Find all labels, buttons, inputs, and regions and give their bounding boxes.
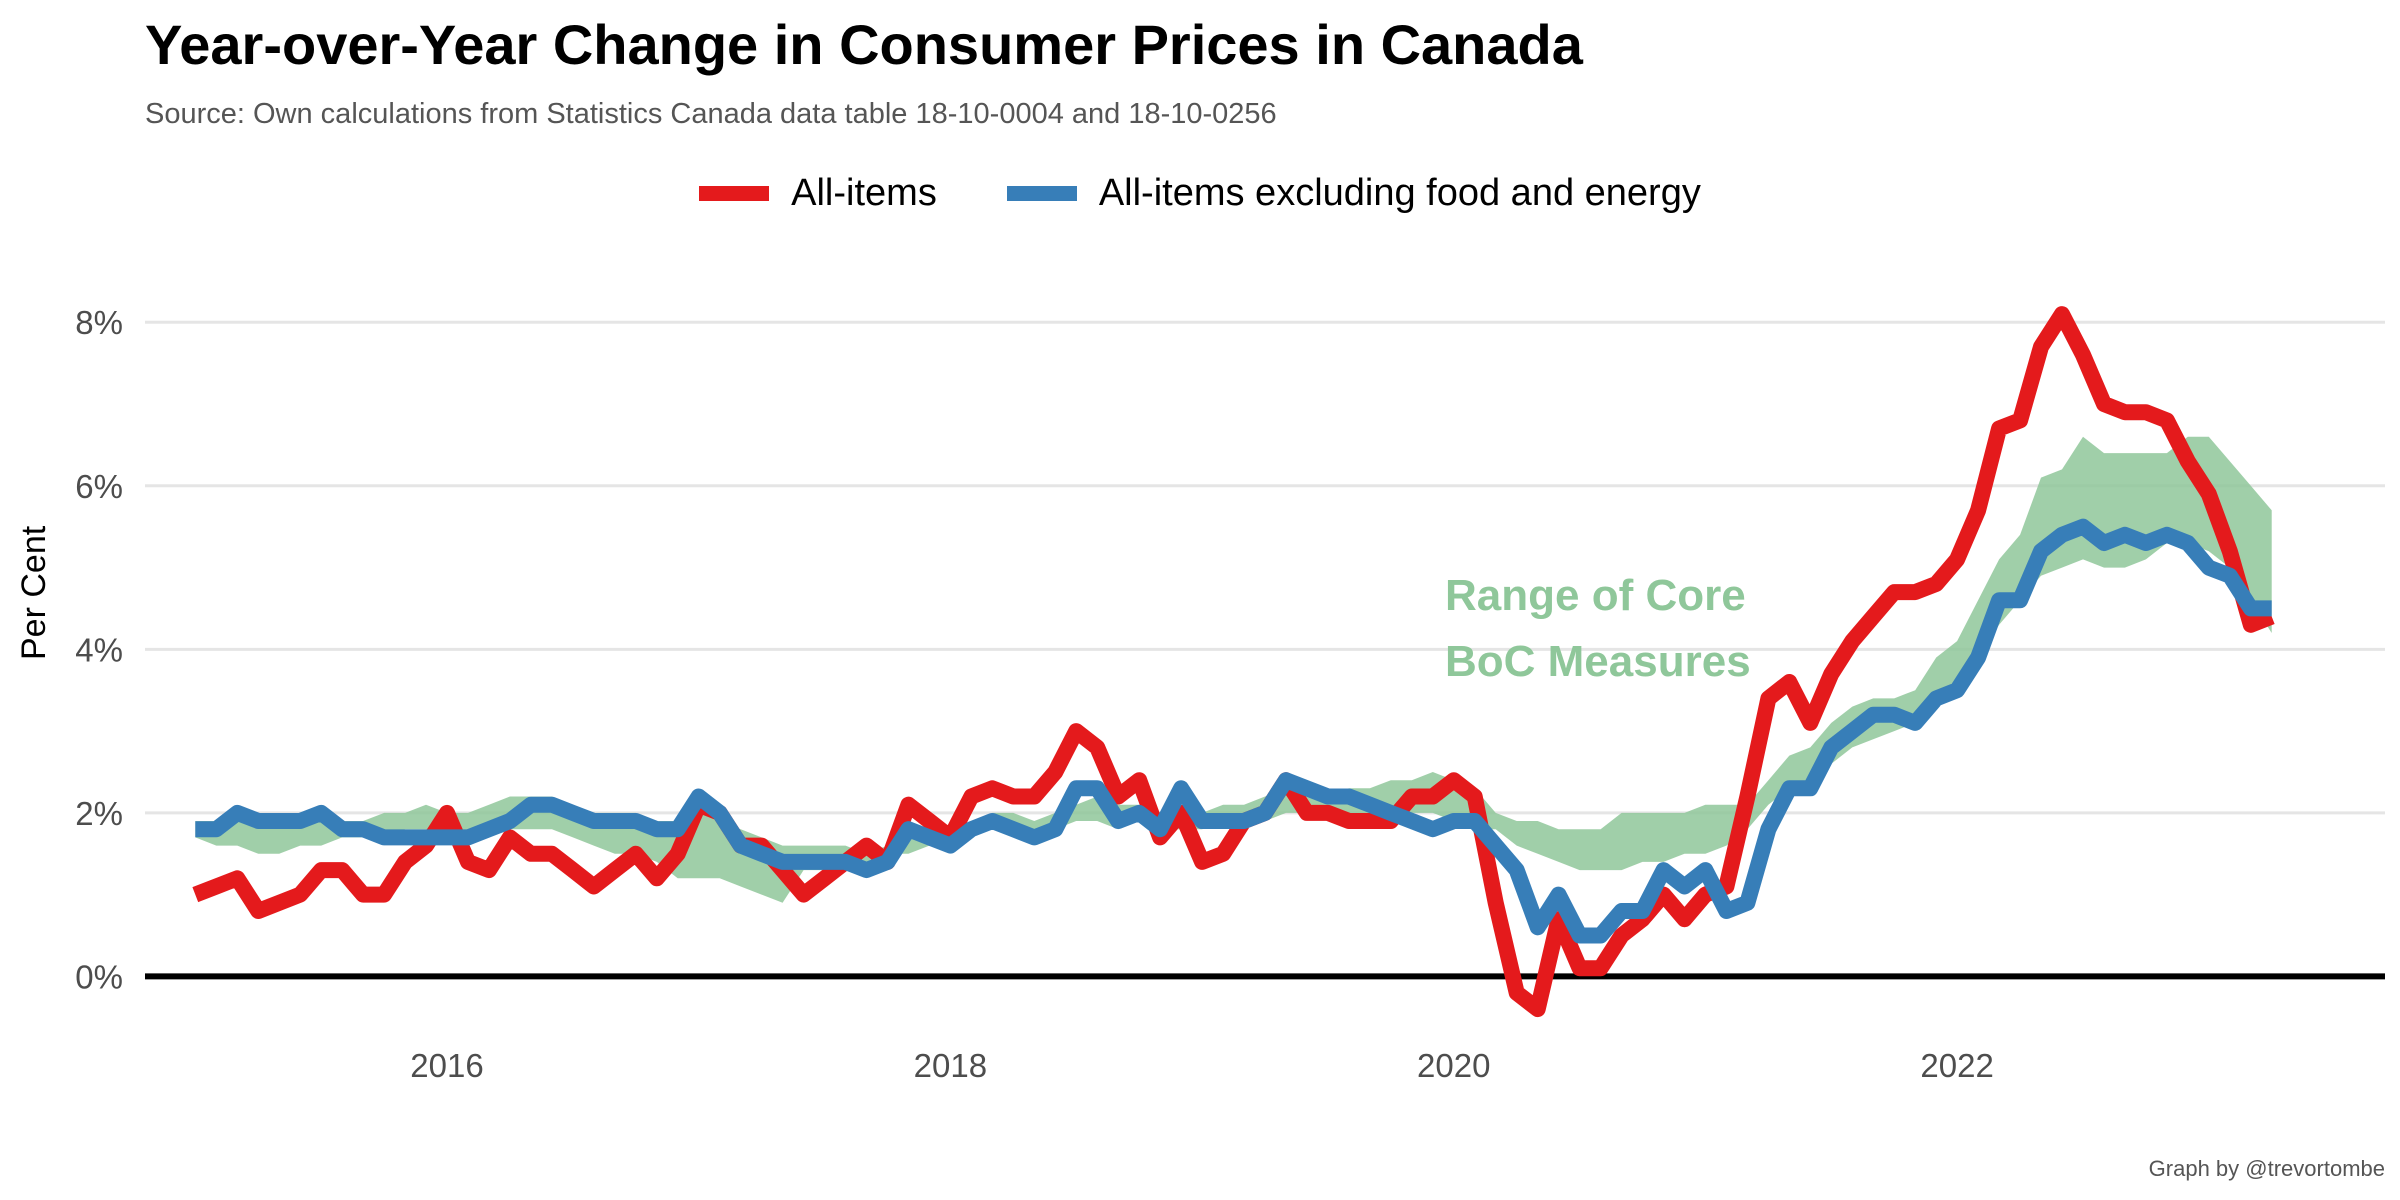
legend-swatch-core (1006, 185, 1077, 201)
chart-caption: Graph by @trevortombe (2148, 1156, 2385, 1181)
series-line-core-excl-food-energy (195, 518, 2272, 944)
tick-labels: 0% 2% 4% 6% 8% 2016 2018 2020 2022 (75, 304, 1994, 1084)
legend-item-all-items: All-items (699, 172, 937, 215)
series-line-all-items (192, 306, 2275, 1018)
chart-subtitle: Source: Own calculations from Statistics… (145, 98, 1277, 130)
x-tick-label: 2020 (1417, 1047, 1490, 1084)
y-tick-label: 0% (75, 958, 123, 995)
legend-label-core: All-items excluding food and energy (1098, 171, 1701, 214)
band-annotation-line-1: Range of Core (1445, 571, 1746, 620)
legend-label-all-items: All-items (791, 171, 937, 214)
chart-title: Year-over-Year Change in Consumer Prices… (145, 13, 1583, 76)
y-tick-label: 8% (75, 304, 123, 341)
band-annotation-line-2: BoC Measures (1445, 637, 1751, 686)
x-tick-label: 2022 (1920, 1047, 1993, 1084)
y-tick-label: 6% (75, 468, 123, 505)
series-lines (192, 306, 2275, 1018)
core-range-band (195, 436, 2272, 903)
core-range-band-layer (195, 436, 2272, 903)
x-tick-label: 2018 (914, 1047, 987, 1084)
legend-swatch-all-items (699, 185, 770, 201)
y-tick-label: 2% (75, 795, 123, 832)
y-tick-label: 4% (75, 631, 123, 668)
chart-legend: All-items All-items excluding food and e… (0, 168, 2400, 218)
x-tick-label: 2016 (410, 1047, 483, 1084)
legend-item-core: All-items excluding food and energy (1006, 171, 1701, 215)
